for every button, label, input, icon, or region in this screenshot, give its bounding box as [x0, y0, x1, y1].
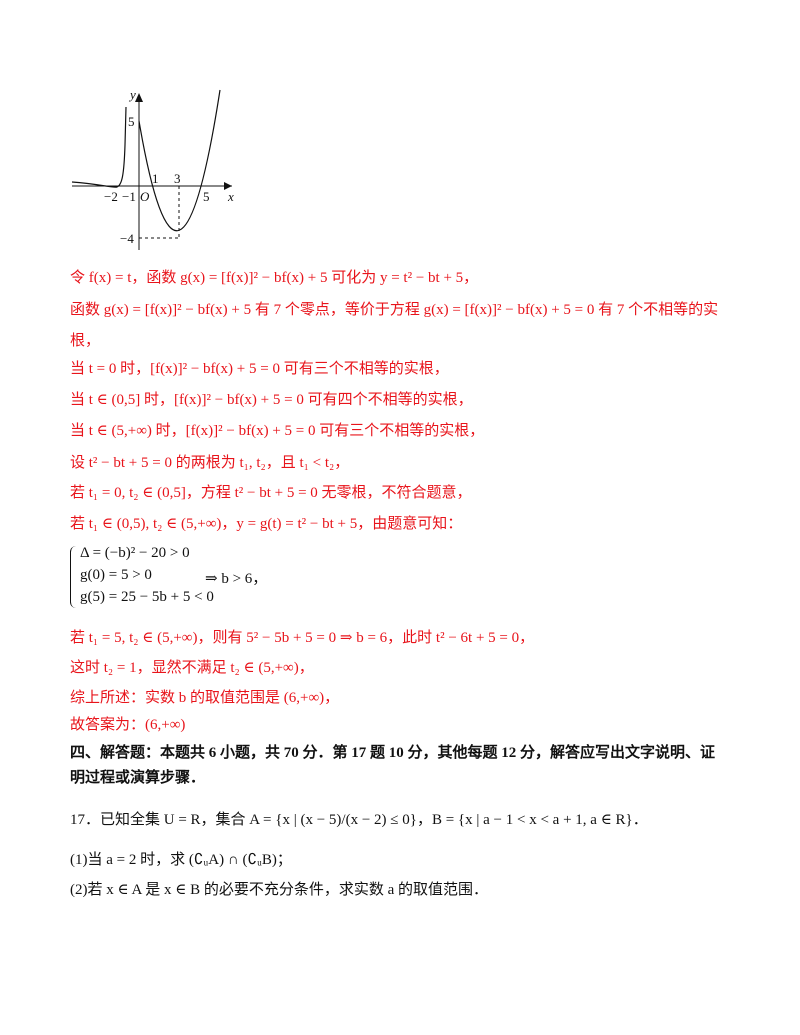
- text-line: 四、解答题：本题共 6 小题，共 70 分．第 17 题 10 分，其他每题 1…: [70, 745, 716, 761]
- text-line: 根，: [70, 333, 101, 349]
- origin-label: O: [140, 189, 150, 204]
- text-line: 令 f(x) = t，函数 g(x) = [f(x)]² − bf(x) + 5…: [70, 270, 479, 286]
- function-graph: y x O 5 −2 −1 1 3 5 −4: [71, 87, 234, 250]
- tick-label: 1: [152, 171, 159, 186]
- tick-label: −4: [120, 231, 134, 246]
- text-line: ⇒ b > 6，: [205, 571, 268, 587]
- text-line: 当 t = 0 时，[f(x)]² − bf(x) + 5 = 0 可有三个不相…: [70, 361, 449, 377]
- text-line: (1)当 a = 2 时，求 (∁ᵤA) ∩ (∁ᵤB)；: [70, 852, 292, 868]
- text-line: 若 t₁ ∈ (0,5), t₂ ∈ (5,+∞)，y = g(t) = t² …: [70, 516, 463, 532]
- text-line: 若 t₁ = 0, t₂ ∈ (0,5]，方程 t² − bt + 5 = 0 …: [70, 485, 472, 501]
- text-line: 若 t₁ = 5, t₂ ∈ (5,+∞)，则有 5² − 5b + 5 = 0…: [70, 630, 535, 646]
- x-arrow: [224, 182, 232, 190]
- text-line: 函数 g(x) = [f(x)]² − bf(x) + 5 有 7 个零点，等价…: [70, 302, 719, 318]
- text-line: 当 t ∈ (0,5] 时，[f(x)]² − bf(x) + 5 = 0 可有…: [70, 392, 473, 408]
- text-line: g(0) = 5 > 0: [80, 567, 152, 583]
- text-line: 故答案为：(6,+∞): [70, 717, 186, 733]
- text-line: 这时 t₂ = 1，显然不满足 t₂ ∈ (5,+∞)，: [70, 660, 314, 676]
- text-line: g(5) = 25 − 5b + 5 < 0: [80, 589, 214, 605]
- tick-label: 5: [128, 114, 135, 129]
- axis-label: y: [128, 87, 136, 102]
- text-line: Δ = (−b)² − 20 > 0: [80, 545, 190, 561]
- y-arrow: [135, 93, 143, 102]
- axis-label: x: [227, 189, 234, 204]
- system-brace: [70, 546, 77, 608]
- text-line: (2)若 x ∈ A 是 x ∈ B 的必要不充分条件，求实数 a 的取值范围．: [70, 882, 489, 898]
- tick-label: −1: [122, 189, 136, 204]
- text-line: 明过程或演算步骤．: [70, 770, 206, 786]
- tick-label: −2: [104, 189, 118, 204]
- text-line: 设 t² − bt + 5 = 0 的两根为 t₁, t₂，且 t₁ < t₂，: [70, 455, 350, 471]
- curve-right: [138, 89, 221, 232]
- tick-label: 3: [174, 171, 181, 186]
- text-line: 当 t ∈ (5,+∞) 时，[f(x)]² − bf(x) + 5 = 0 可…: [70, 423, 485, 439]
- curve-left: [71, 106, 127, 188]
- tick-label: 5: [203, 189, 210, 204]
- text-line: 综上所述：实数 b 的取值范围是 (6,+∞)，: [70, 690, 340, 706]
- text-line: 17．已知全集 U = R，集合 A = {x | (x − 5)/(x − 2…: [70, 812, 648, 828]
